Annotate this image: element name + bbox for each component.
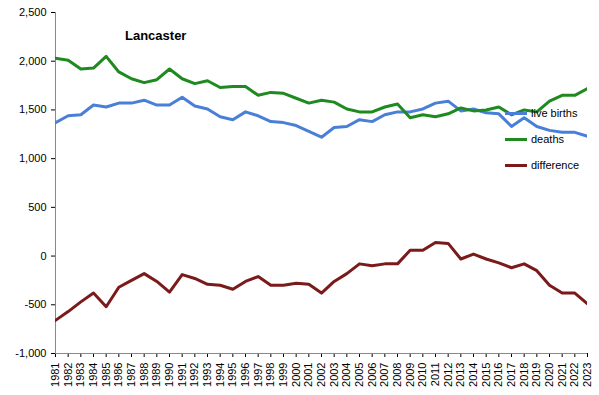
- svg-text:1997: 1997: [252, 363, 264, 387]
- svg-text:1990: 1990: [163, 363, 175, 387]
- svg-text:1999: 1999: [277, 363, 289, 387]
- svg-text:1993: 1993: [201, 363, 213, 387]
- svg-text:2015: 2015: [480, 363, 492, 387]
- svg-text:2018: 2018: [518, 363, 530, 387]
- svg-text:1994: 1994: [214, 363, 226, 387]
- svg-text:2002: 2002: [315, 363, 327, 387]
- svg-text:2011: 2011: [429, 363, 441, 387]
- svg-text:1991: 1991: [176, 363, 188, 387]
- svg-text:2012: 2012: [442, 363, 454, 387]
- svg-text:-500: -500: [24, 298, 46, 310]
- svg-text:2,000: 2,000: [19, 55, 47, 67]
- svg-text:1995: 1995: [226, 363, 238, 387]
- svg-text:2,500: 2,500: [19, 6, 47, 18]
- svg-text:-1,000: -1,000: [15, 347, 46, 359]
- svg-text:2007: 2007: [378, 363, 390, 387]
- svg-text:2008: 2008: [391, 363, 403, 387]
- svg-text:2017: 2017: [505, 363, 517, 387]
- svg-text:2016: 2016: [492, 363, 504, 387]
- html-text:difference: difference: [531, 159, 580, 171]
- svg-text:1,000: 1,000: [19, 152, 47, 164]
- svg-text:2004: 2004: [340, 363, 352, 387]
- svg-text:1989: 1989: [150, 363, 162, 387]
- svg-text:1,500: 1,500: [19, 103, 47, 115]
- svg-text:1987: 1987: [125, 363, 137, 387]
- svg-text:1986: 1986: [112, 363, 124, 387]
- svg-text:2006: 2006: [366, 363, 378, 387]
- svg-text:2020: 2020: [543, 363, 555, 387]
- svg-text:1992: 1992: [188, 363, 200, 387]
- svg-text:1982: 1982: [62, 363, 74, 387]
- svg-text:1985: 1985: [100, 363, 112, 387]
- svg-text:1988: 1988: [138, 363, 150, 387]
- svg-text:2013: 2013: [454, 363, 466, 387]
- svg-text:1996: 1996: [239, 363, 251, 387]
- svg-text:2019: 2019: [530, 363, 542, 387]
- svg-text:2003: 2003: [328, 363, 340, 387]
- svg-text:0: 0: [40, 250, 46, 262]
- svg-text:2023: 2023: [581, 363, 593, 387]
- svg-text:1984: 1984: [87, 363, 99, 387]
- svg-text:2014: 2014: [467, 363, 479, 387]
- svg-text:2000: 2000: [290, 363, 302, 387]
- svg-text:1981: 1981: [49, 363, 61, 387]
- svg-text:1998: 1998: [264, 363, 276, 387]
- svg-text:2021: 2021: [556, 363, 568, 387]
- svg-text:2010: 2010: [416, 363, 428, 387]
- svg-text:1983: 1983: [74, 363, 86, 387]
- html-text:Lancaster: Lancaster: [125, 28, 187, 43]
- html-text:live births: live births: [531, 107, 578, 119]
- svg-text:500: 500: [28, 201, 46, 213]
- svg-text:2001: 2001: [302, 363, 314, 387]
- html-text:deaths: deaths: [531, 133, 564, 145]
- svg-text:2009: 2009: [404, 363, 416, 387]
- svg-text:2022: 2022: [568, 363, 580, 387]
- svg-text:2005: 2005: [353, 363, 365, 387]
